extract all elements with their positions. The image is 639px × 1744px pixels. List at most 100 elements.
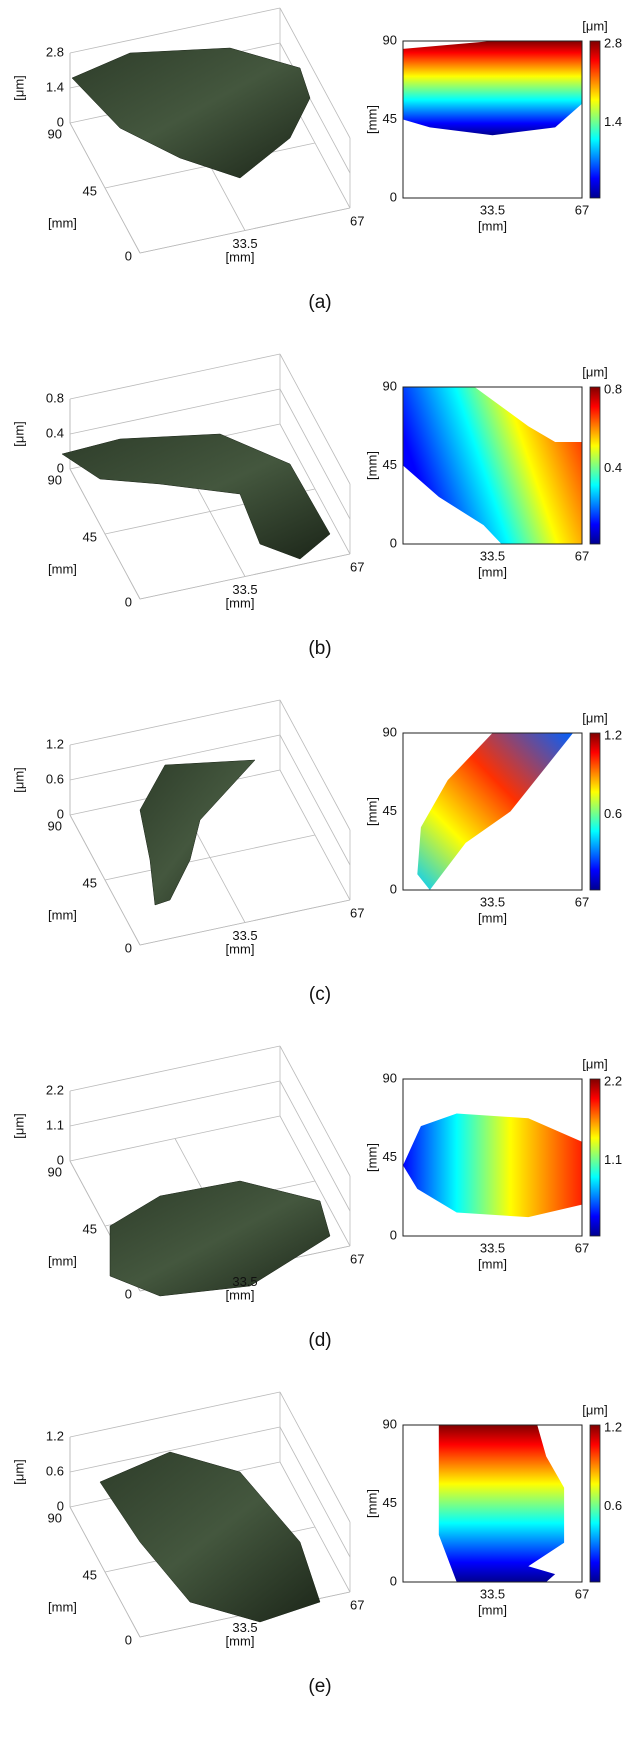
x-label: [mm] (226, 1287, 255, 1302)
panel: 0.80.40[μm]90450[mm]33.567[mm]90450[mm]3… (11, 354, 622, 659)
box-line (70, 1046, 280, 1091)
colorbar-tick-label: 0.6 (604, 806, 622, 821)
heatmap-region (403, 1114, 582, 1218)
x-label: [mm] (226, 941, 255, 956)
surface (140, 760, 255, 905)
y-tick-label: 90 (383, 724, 397, 739)
y-tick-label: 0 (125, 248, 132, 263)
y-tick-label: 45 (383, 1495, 397, 1510)
x-label: [mm] (478, 564, 507, 579)
x-label: [mm] (478, 218, 507, 233)
panel-label: (d) (308, 1330, 331, 1351)
y-tick-label: 45 (383, 803, 397, 818)
colorbar-tick-label: 2.8 (604, 35, 622, 50)
z-tick-label: 1.2 (46, 1428, 64, 1443)
axis-line (70, 123, 140, 253)
x-label: [mm] (226, 595, 255, 610)
x-label: [mm] (478, 1256, 507, 1271)
colorbar (590, 387, 600, 544)
y-label: [mm] (48, 215, 77, 230)
colorbar-label: [μm] (582, 1056, 608, 1071)
y-label: [mm] (364, 451, 379, 480)
x-tick-label: 67 (575, 1586, 589, 1601)
x-tick-label: 33.5 (480, 894, 505, 909)
z-label: [μm] (11, 75, 26, 101)
y-tick-label: 0 (390, 535, 397, 550)
z-tick-label: 2.8 (46, 44, 64, 59)
y-label: [mm] (48, 1599, 77, 1614)
y-tick-label: 45 (383, 111, 397, 126)
axis-line (70, 469, 140, 599)
colorbar (590, 1079, 600, 1236)
heatmap-region (403, 387, 582, 544)
y-tick-label: 90 (383, 378, 397, 393)
y-tick-label: 45 (83, 529, 97, 544)
box-line (280, 1392, 350, 1522)
y-label: [mm] (48, 907, 77, 922)
colorbar-tick-label: 0.8 (604, 381, 622, 396)
y-label: [mm] (48, 1253, 77, 1268)
z-label: [μm] (11, 767, 26, 793)
y-tick-label: 0 (125, 1286, 132, 1301)
y-tick-label: 90 (48, 1510, 62, 1525)
y-label: [mm] (48, 561, 77, 576)
panel-label: (c) (309, 984, 331, 1005)
colorbar-label: [μm] (582, 1402, 608, 1417)
surface (100, 1452, 320, 1622)
box-line (70, 354, 280, 399)
x-tick-label: 67 (575, 202, 589, 217)
panel: 1.20.60[μm]90450[mm]33.567[mm]90450[mm]3… (11, 700, 622, 1005)
x-tick-label: 67 (350, 905, 364, 920)
y-tick-label: 0 (125, 594, 132, 609)
colorbar (590, 1425, 600, 1582)
colorbar-tick-label: 0.6 (604, 1498, 622, 1513)
y-label: [mm] (364, 797, 379, 826)
x-tick-label: 67 (575, 894, 589, 909)
colorbar-tick-label: 1.2 (604, 727, 622, 742)
colorbar-label: [μm] (582, 364, 608, 379)
z-tick-label: 1.1 (46, 1117, 64, 1132)
panel: 1.20.60[μm]90450[mm]33.567[mm]90450[mm]3… (11, 1392, 622, 1697)
y-tick-label: 45 (83, 875, 97, 890)
panel-label: (a) (308, 292, 331, 313)
y-label: [mm] (364, 1489, 379, 1518)
colorbar-tick-label: 2.2 (604, 1073, 622, 1088)
colorbar-tick-label: 1.1 (604, 1152, 622, 1167)
x-tick-label: 33.5 (480, 202, 505, 217)
colorbar (590, 733, 600, 890)
y-tick-label: 90 (48, 818, 62, 833)
y-tick-label: 0 (390, 189, 397, 204)
x-label: [mm] (226, 249, 255, 264)
y-tick-label: 45 (83, 1567, 97, 1582)
surface (72, 48, 310, 178)
colorbar-tick-label: 1.4 (604, 114, 622, 129)
z-label: [μm] (11, 1459, 26, 1485)
z-tick-label: 1.2 (46, 736, 64, 751)
y-tick-label: 0 (390, 881, 397, 896)
y-tick-label: 0 (125, 940, 132, 955)
y-tick-label: 45 (83, 1221, 97, 1236)
y-label: [mm] (364, 105, 379, 134)
y-label: [mm] (364, 1143, 379, 1172)
box-line (280, 700, 350, 830)
x-tick-label: 67 (350, 1251, 364, 1266)
x-label: [mm] (478, 1602, 507, 1617)
box-line (70, 1081, 280, 1126)
box-line (280, 735, 350, 865)
y-tick-label: 45 (83, 183, 97, 198)
colorbar (590, 41, 600, 198)
y-tick-label: 90 (383, 1416, 397, 1431)
box-line (70, 1392, 280, 1437)
z-tick-label: 1.4 (46, 79, 64, 94)
x-tick-label: 67 (350, 1597, 364, 1612)
x-label: [mm] (478, 910, 507, 925)
heatmap-region (439, 1425, 564, 1582)
surface (110, 1181, 330, 1296)
y-tick-label: 0 (125, 1632, 132, 1647)
x-tick-label: 67 (575, 1240, 589, 1255)
surface (62, 434, 330, 559)
x-label: [mm] (226, 1633, 255, 1648)
x-tick-label: 33.5 (480, 1586, 505, 1601)
x-tick-label: 33.5 (480, 1240, 505, 1255)
colorbar-label: [μm] (582, 18, 608, 33)
